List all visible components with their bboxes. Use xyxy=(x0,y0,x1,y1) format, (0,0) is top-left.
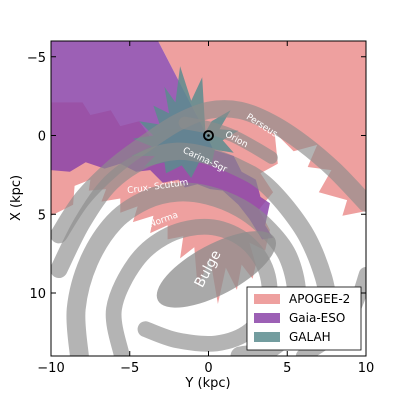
legend-label-apogee-2: APOGEE-2 xyxy=(289,292,350,306)
sun-dot xyxy=(207,134,210,137)
axis-ticks: −10 −5 0 5 10 −5 0 5 10 xyxy=(27,41,374,376)
y-tick-label: 10 xyxy=(29,287,46,302)
x-tick-label: 0 xyxy=(204,361,212,376)
legend-swatch-gaia-eso xyxy=(254,313,280,323)
x-tick-label: −10 xyxy=(37,361,64,376)
legend: APOGEE-2 Gaia-ESO GALAH xyxy=(246,286,362,351)
sun-ring xyxy=(203,130,214,141)
x-tick-label: 5 xyxy=(283,361,291,376)
legend-swatch-galah xyxy=(254,332,280,342)
spiral-arm-perseus xyxy=(51,100,366,244)
sun-marker xyxy=(203,130,214,141)
y-tick-label: 0 xyxy=(38,130,46,145)
spiral-arm-carina-sgr xyxy=(51,142,341,326)
x-axis-label: Y (kpc) xyxy=(184,376,230,391)
x-tick-label: −5 xyxy=(120,361,139,376)
legend-label-galah: GALAH xyxy=(289,330,331,344)
legend-label-gaia-eso: Gaia-ESO xyxy=(289,311,345,325)
x-tick-label: 10 xyxy=(358,361,375,376)
spiral-arm-orion xyxy=(178,116,278,164)
y-tick-label: −5 xyxy=(27,51,46,66)
y-axis-label: X (kpc) xyxy=(9,175,24,221)
y-tick-label: 5 xyxy=(38,208,46,223)
galactic-bulge xyxy=(156,231,277,308)
legend-swatch-apogee-2 xyxy=(254,294,280,304)
